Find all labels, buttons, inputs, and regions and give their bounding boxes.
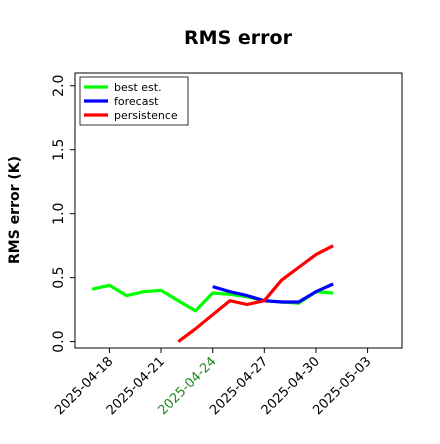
series-line-persistence: [177, 244, 334, 343]
y-tick-label: 1.5: [51, 139, 67, 161]
y-tick-label: 0.0: [51, 330, 67, 352]
legend-label-best-est: best est.: [114, 81, 162, 94]
series-line-forecast: [212, 282, 334, 304]
y-tick-label: 1.0: [51, 203, 67, 225]
chart-title: RMS error: [184, 27, 293, 49]
legend-label-forecast: forecast: [114, 95, 159, 108]
y-tick-label: 0.5: [51, 267, 67, 289]
y-axis-label: RMS error (K): [7, 156, 23, 264]
plot-frame: [74, 72, 403, 349]
y-tick-label: 2.0: [51, 75, 67, 97]
legend-label-persistence: persistence: [114, 109, 178, 122]
